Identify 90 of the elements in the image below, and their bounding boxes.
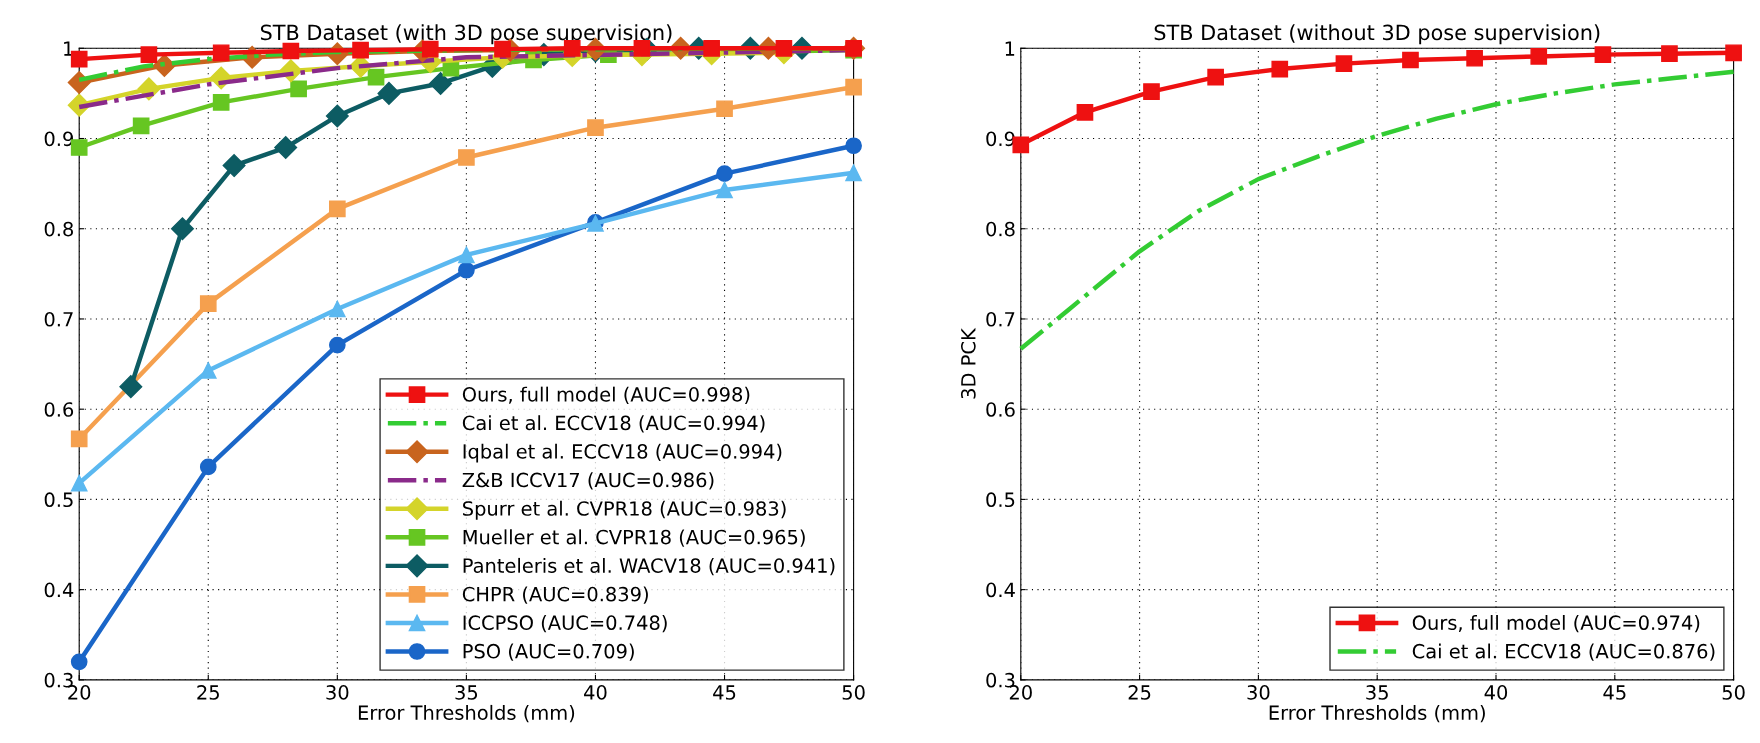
legend-label: Spurr et al. CVPR18 (AUC=0.983) xyxy=(463,500,786,520)
point xyxy=(367,68,385,86)
point xyxy=(1466,49,1483,67)
point xyxy=(458,261,475,279)
y-tick-label: 0.9 xyxy=(44,131,73,147)
point xyxy=(429,71,453,95)
point xyxy=(1402,51,1419,69)
point xyxy=(1725,44,1742,62)
y-tick-label: 0.6 xyxy=(44,402,74,417)
legend-label: Z&B ICCV17 (AUC=0.986) xyxy=(462,472,714,490)
legend-label: ICCPSO (AUC=0.748) xyxy=(463,615,667,633)
point xyxy=(274,136,298,160)
legend-label: PSO (AUC=0.709) xyxy=(463,643,634,661)
point xyxy=(199,458,217,476)
point xyxy=(716,100,733,118)
point xyxy=(1530,48,1548,65)
x-axis-title: Error Thresholds (mm) xyxy=(1269,704,1485,723)
point xyxy=(1143,83,1160,100)
point xyxy=(70,474,88,492)
y-tick-label: 0.7 xyxy=(44,311,73,327)
y-tick-label: 0.4 xyxy=(44,582,74,598)
point xyxy=(70,50,88,68)
point xyxy=(132,117,150,135)
point xyxy=(845,164,862,182)
y-axis-title: 3D PCK xyxy=(960,327,976,399)
point xyxy=(212,94,230,111)
x-tick-label: 30 xyxy=(1247,685,1270,700)
point xyxy=(352,41,369,59)
point xyxy=(212,44,230,62)
x-tick-label: 50 xyxy=(842,685,865,700)
point xyxy=(328,336,346,354)
legend-label: CHPR (AUC=0.839) xyxy=(462,586,648,604)
point xyxy=(170,217,194,241)
point xyxy=(1207,68,1224,86)
point xyxy=(328,200,346,218)
legend-label: Mueller et al. CVPR18 (AUC=0.965) xyxy=(463,529,805,547)
point xyxy=(1271,60,1289,78)
point xyxy=(716,181,733,199)
point xyxy=(1076,104,1094,121)
y-tick-label: 0.7 xyxy=(986,311,1015,327)
point xyxy=(199,295,217,312)
point xyxy=(377,81,401,105)
point xyxy=(119,375,143,399)
point xyxy=(325,104,349,128)
x-tick-label: 30 xyxy=(326,685,349,700)
y-tick-label: 0.6 xyxy=(986,402,1015,417)
point xyxy=(1335,55,1353,72)
point xyxy=(845,137,862,155)
x-tick-label: 35 xyxy=(455,685,478,700)
x-tick-label: 45 xyxy=(1603,685,1626,700)
point xyxy=(716,165,733,183)
x-tick-label: 25 xyxy=(197,685,219,700)
point xyxy=(1594,46,1612,63)
point xyxy=(282,42,300,60)
x-axis-title: Error Thresholds (mm) xyxy=(358,704,575,723)
x-tick-label: 50 xyxy=(1722,685,1745,700)
chart-title: STB Dataset (without 3D pose supervision) xyxy=(1154,24,1600,45)
point xyxy=(1661,45,1678,63)
x-tick-label: 40 xyxy=(1484,685,1508,700)
point xyxy=(70,653,88,671)
point xyxy=(458,246,475,264)
line-series xyxy=(1018,69,1736,351)
legend-label: Ours, full model (AUC=0.998) xyxy=(462,386,750,404)
x-tick-label: 40 xyxy=(584,685,607,700)
point xyxy=(140,46,158,63)
x-tick-label: 25 xyxy=(1128,685,1151,700)
legend-label: Cai et al. ECCV18 (AUC=0.994) xyxy=(462,415,765,433)
point xyxy=(328,300,346,318)
legend-label: Panteleris et al. WACV18 (AUC=0.941) xyxy=(463,557,835,576)
legend-label: Ours, full model (AUC=0.974) xyxy=(1412,614,1700,633)
y-tick-label: 0.5 xyxy=(986,492,1015,508)
point xyxy=(222,154,246,178)
y-tick-label: 0.8 xyxy=(44,221,74,237)
y-tick-label: 0.9 xyxy=(986,131,1015,147)
point xyxy=(587,119,604,137)
y-tick-label: 0.8 xyxy=(986,221,1015,237)
x-tick-label: 35 xyxy=(1366,685,1388,700)
x-tick-label: 45 xyxy=(713,685,736,700)
legend-label: Iqbal et al. ECCV18 (AUC=0.994) xyxy=(463,443,782,463)
point xyxy=(703,39,720,57)
y-tick-label: 0.5 xyxy=(44,492,73,508)
chart-title: STB Dataset (with 3D pose supervision) xyxy=(260,24,672,45)
point xyxy=(458,149,475,166)
point xyxy=(70,430,88,448)
y-tick-label: 0.4 xyxy=(986,582,1015,598)
point xyxy=(290,80,307,98)
legend-label: Cai et al. ECCV18 (AUC=0.876) xyxy=(1412,643,1715,661)
point xyxy=(845,78,862,96)
y-tick-label: 1 xyxy=(1005,41,1015,56)
point xyxy=(775,39,793,57)
